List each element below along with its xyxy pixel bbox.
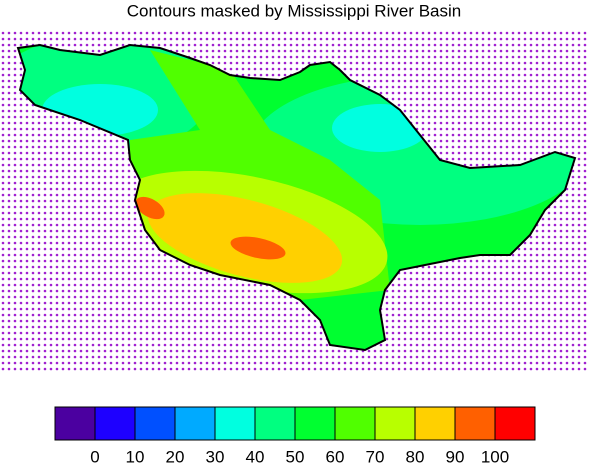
colorbar-box (414, 406, 456, 441)
colorbar-box (454, 406, 496, 441)
colorbar-label: 70 (366, 447, 385, 466)
contour-region (230, 236, 286, 260)
basin-outline (16, 43, 577, 352)
colorbar-label: 50 (286, 447, 305, 466)
colorbar-label: 0 (90, 447, 99, 466)
colorbar-label: 20 (166, 447, 185, 466)
colorbar-label: 40 (246, 447, 265, 466)
colorbar-box (94, 406, 136, 441)
colorbar-box (334, 406, 376, 441)
contour-region (135, 196, 165, 220)
colorbar-box (494, 406, 536, 441)
colorbar-box (54, 406, 96, 441)
chart-title: Contours masked by Mississippi River Bas… (127, 1, 461, 20)
colorbar-box (294, 406, 336, 441)
colorbar-box (174, 406, 216, 441)
colorbar-label: 80 (406, 447, 425, 466)
colorbar-box (374, 406, 416, 441)
colorbar-label: 100 (481, 447, 509, 466)
colorbar-box (134, 406, 176, 441)
colorbar-label: 10 (126, 447, 145, 466)
colorbar-label: 90 (446, 447, 465, 466)
colorbar-box (254, 406, 296, 441)
colorbar-box (214, 406, 256, 441)
colorbar-label: 60 (326, 447, 345, 466)
colorbar-label: 30 (206, 447, 225, 466)
